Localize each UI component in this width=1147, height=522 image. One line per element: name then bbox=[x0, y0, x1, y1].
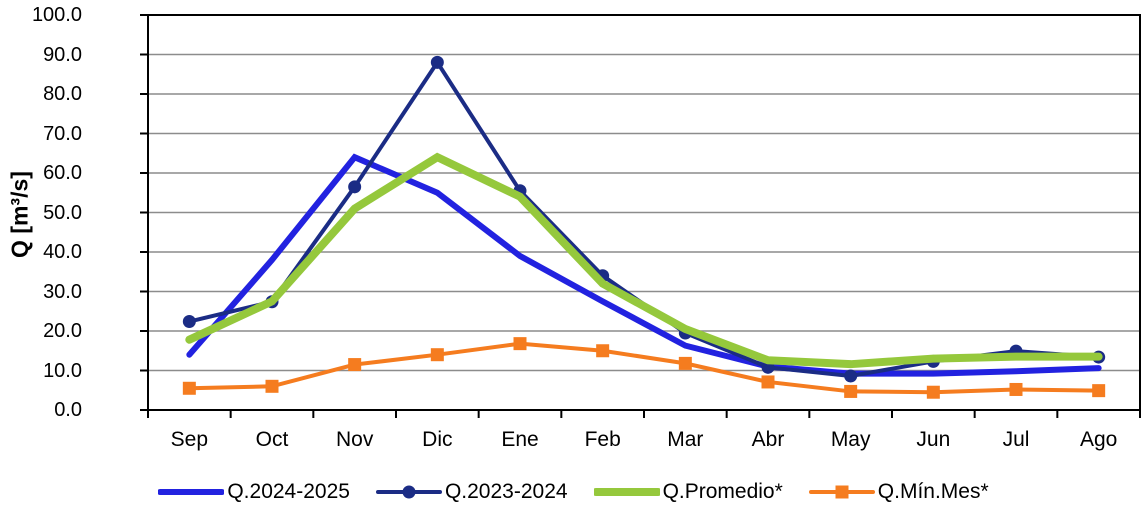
data-point-square bbox=[596, 344, 610, 358]
y-tick-label: 50.0 bbox=[43, 201, 82, 224]
legend-label: Q.Mín.Mes* bbox=[877, 480, 989, 503]
y-tick-label: 30.0 bbox=[43, 280, 82, 303]
x-axis-label: Jul bbox=[1002, 428, 1030, 451]
data-point-circle bbox=[844, 369, 858, 383]
data-point-circle bbox=[430, 55, 444, 69]
data-point-square bbox=[182, 381, 196, 395]
series-line-q-promedio- bbox=[185, 152, 1103, 369]
data-point-square bbox=[926, 385, 940, 399]
legend-label: Q.2023-2024 bbox=[444, 480, 568, 503]
legend-item: Q.2023-2024 bbox=[375, 480, 568, 504]
series-line-q-m-n-mes- bbox=[187, 341, 1101, 395]
x-axis-label: Oct bbox=[255, 428, 289, 451]
plot-border bbox=[147, 14, 1141, 411]
y-tick-label: 90.0 bbox=[43, 43, 82, 66]
data-point-square bbox=[844, 384, 858, 398]
data-point-square bbox=[265, 379, 279, 393]
data-point-square bbox=[1092, 384, 1106, 398]
legend-swatch-line bbox=[158, 489, 225, 495]
x-axis-label: Mar bbox=[667, 428, 704, 451]
data-point-circle bbox=[348, 180, 362, 194]
legend-swatch-line bbox=[593, 488, 660, 496]
x-axis-label: Abr bbox=[751, 428, 785, 451]
x-axis-label: May bbox=[830, 428, 871, 451]
legend-swatch-circle bbox=[375, 485, 442, 499]
x-axis-label: Feb bbox=[584, 428, 621, 451]
series-line-q-2023-2024 bbox=[187, 58, 1101, 379]
y-tick-label: 40.0 bbox=[43, 241, 82, 263]
legend-label: Q.2024-2025 bbox=[227, 480, 350, 503]
series-line-q-2024-2025 bbox=[186, 153, 1102, 377]
x-axis-label: Ago bbox=[1079, 428, 1118, 451]
y-tick-label: 100.0 bbox=[31, 4, 82, 26]
y-tick-label: 60.0 bbox=[43, 162, 82, 184]
y-tick-label: 80.0 bbox=[43, 83, 82, 105]
legend: Q.2024-2025 Q.2023-2024 Q.Promedio* Q.Mín.M… bbox=[0, 480, 1147, 504]
legend-item: Q.Promedio* bbox=[593, 480, 783, 504]
legend-swatch-square bbox=[808, 485, 875, 499]
x-axis-label: Nov bbox=[335, 428, 374, 451]
y-tick-label: 10.0 bbox=[43, 359, 82, 382]
legend-item: Q.2024-2025 bbox=[158, 480, 350, 504]
y-tick-label: 20.0 bbox=[43, 320, 82, 342]
x-axis-label: Sep bbox=[170, 428, 209, 451]
data-point-square bbox=[761, 375, 775, 389]
x-axis-label: Dic bbox=[422, 428, 453, 451]
data-point-square bbox=[430, 348, 444, 362]
data-point-square bbox=[348, 358, 362, 372]
legend-item: Q.Mín.Mes* bbox=[808, 480, 989, 504]
y-tick-label: 0.0 bbox=[54, 399, 82, 421]
data-point-square bbox=[513, 337, 527, 351]
data-point-square bbox=[678, 356, 692, 370]
data-point-circle bbox=[182, 315, 196, 329]
x-axis-label: Jun bbox=[916, 428, 951, 451]
x-axis-label: Ene bbox=[501, 428, 539, 451]
data-point-square bbox=[1009, 382, 1023, 396]
y-tick-label: 70.0 bbox=[43, 122, 82, 145]
legend-label: Q.Promedio* bbox=[662, 480, 783, 503]
